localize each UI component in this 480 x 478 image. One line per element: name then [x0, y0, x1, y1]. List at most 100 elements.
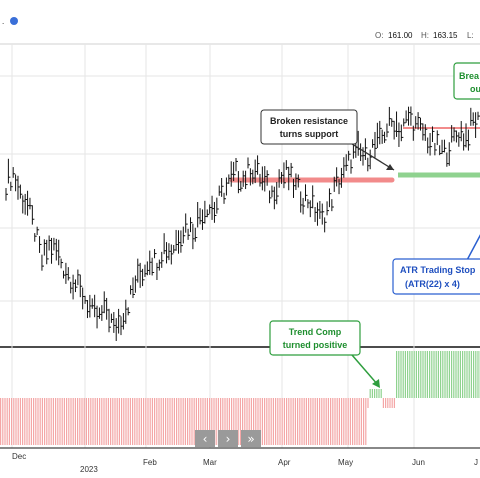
trend-comp-bar — [290, 398, 292, 445]
trend-comp-bar — [468, 351, 470, 398]
chart-nav: ‹ › » — [195, 430, 261, 447]
trend-comp-bar — [77, 398, 79, 445]
trend-comp-bar — [85, 398, 87, 445]
trend-comp-bar — [66, 398, 68, 445]
trend-comp-bar — [459, 351, 461, 398]
callout-atr-line2: (ATR(22) x 4) — [405, 279, 460, 289]
trend-comp-bars — [0, 351, 480, 445]
trend-comp-bar — [46, 398, 48, 445]
trend-comp-bar — [96, 398, 98, 445]
trend-comp-bar — [138, 398, 140, 445]
trend-comp-bar — [257, 398, 259, 445]
trend-comp-bar — [35, 398, 37, 445]
trend-comp-bar — [239, 398, 241, 445]
trend-comp-bar — [184, 398, 186, 445]
trend-comp-bar — [312, 398, 314, 445]
trend-comp-bar — [92, 398, 94, 445]
trend-comp-bar — [446, 351, 448, 398]
trend-comp-bar — [327, 398, 329, 445]
trend-comp-bar — [477, 351, 479, 398]
trend-comp-bar — [59, 398, 61, 445]
trend-comp-bar — [224, 398, 226, 445]
x-tick-label: May — [338, 458, 353, 467]
trend-comp-bar — [336, 398, 338, 445]
trend-comp-bar — [464, 351, 466, 398]
scroll-right-button[interactable] — [218, 430, 238, 447]
trend-comp-bar — [206, 398, 208, 445]
trend-comp-bar — [343, 398, 345, 445]
trend-comp-bar — [380, 389, 382, 398]
trend-comp-bar — [435, 351, 437, 398]
trend-comp-bar — [83, 398, 85, 445]
trend-comp-bar — [105, 398, 107, 445]
trend-comp-bar — [110, 398, 112, 445]
trend-comp-bar — [228, 398, 230, 445]
settings-dot-icon[interactable] — [10, 17, 18, 25]
trend-comp-bar — [402, 351, 404, 398]
trend-comp-bar — [354, 398, 356, 445]
trend-comp-bar — [426, 351, 428, 398]
double-chevron-right-icon: » — [247, 432, 254, 446]
x-axis-labels: Dec 2023 Feb Mar Apr May Jun J — [12, 452, 478, 474]
trend-comp-bar — [385, 398, 387, 408]
trend-comp-bar — [382, 398, 384, 408]
trend-comp-bar — [277, 398, 279, 445]
trend-comp-bar — [316, 398, 318, 445]
trend-comp-bar — [242, 398, 244, 445]
trend-comp-bar — [349, 398, 351, 445]
trend-comp-bar — [358, 398, 360, 445]
trend-comp-bar — [411, 351, 413, 398]
trend-comp-bar — [437, 351, 439, 398]
trend-comp-bar — [294, 398, 296, 445]
trend-comp-bar — [222, 398, 224, 445]
trend-comp-bar — [334, 398, 336, 445]
trend-comp-bar — [398, 351, 400, 398]
trend-comp-bar — [297, 398, 299, 445]
trend-comp-bar — [253, 398, 255, 445]
trend-comp-bar — [50, 398, 52, 445]
trend-comp-bar — [169, 398, 171, 445]
trend-comp-bar — [118, 398, 120, 445]
trend-comp-bar — [308, 398, 310, 445]
trend-comp-bar — [363, 398, 365, 445]
trend-comp-bar — [367, 398, 369, 408]
callout-trend-arrowhead — [372, 379, 380, 388]
trend-comp-bar — [178, 398, 180, 445]
scroll-end-button[interactable] — [241, 430, 261, 447]
trend-comp-bar — [61, 398, 63, 445]
trend-comp-bar — [88, 398, 90, 445]
trend-comp-bar — [455, 351, 457, 398]
trend-comp-bar — [429, 351, 431, 398]
trend-comp-bar — [325, 398, 327, 445]
trend-comp-bar — [235, 398, 237, 445]
trend-comp-bar — [424, 351, 426, 398]
callout-trend-line1: Trend Comp — [289, 327, 342, 337]
open-label: O: — [375, 31, 383, 40]
trend-comp-bar — [19, 398, 21, 445]
trend-comp-bar — [314, 398, 316, 445]
trend-comp-bar — [457, 351, 459, 398]
trend-comp-bar — [2, 398, 4, 445]
trend-comp-bar — [8, 398, 10, 445]
trend-comp-bar — [57, 398, 59, 445]
trend-comp-bar — [81, 398, 83, 445]
trend-comp-bar — [193, 398, 195, 445]
trend-comp-bar — [389, 398, 391, 408]
trend-comp-bar — [209, 398, 211, 445]
x-tick-label: Dec — [12, 452, 26, 461]
trend-comp-bar — [127, 398, 129, 445]
trend-comp-bar — [303, 398, 305, 445]
trend-comp-bar — [413, 351, 415, 398]
trend-comp-bar — [195, 398, 197, 445]
trend-comp-bar — [0, 398, 2, 445]
trend-comp-bar — [103, 398, 105, 445]
trend-comp-bar — [52, 398, 54, 445]
trend-comp-bar — [11, 398, 13, 445]
trend-comp-bar — [279, 398, 281, 445]
trend-comp-bar — [134, 398, 136, 445]
scroll-left-button[interactable] — [195, 430, 215, 447]
trend-comp-bar — [15, 398, 17, 445]
trend-comp-bar — [6, 398, 8, 445]
trend-comp-bar — [68, 398, 70, 445]
